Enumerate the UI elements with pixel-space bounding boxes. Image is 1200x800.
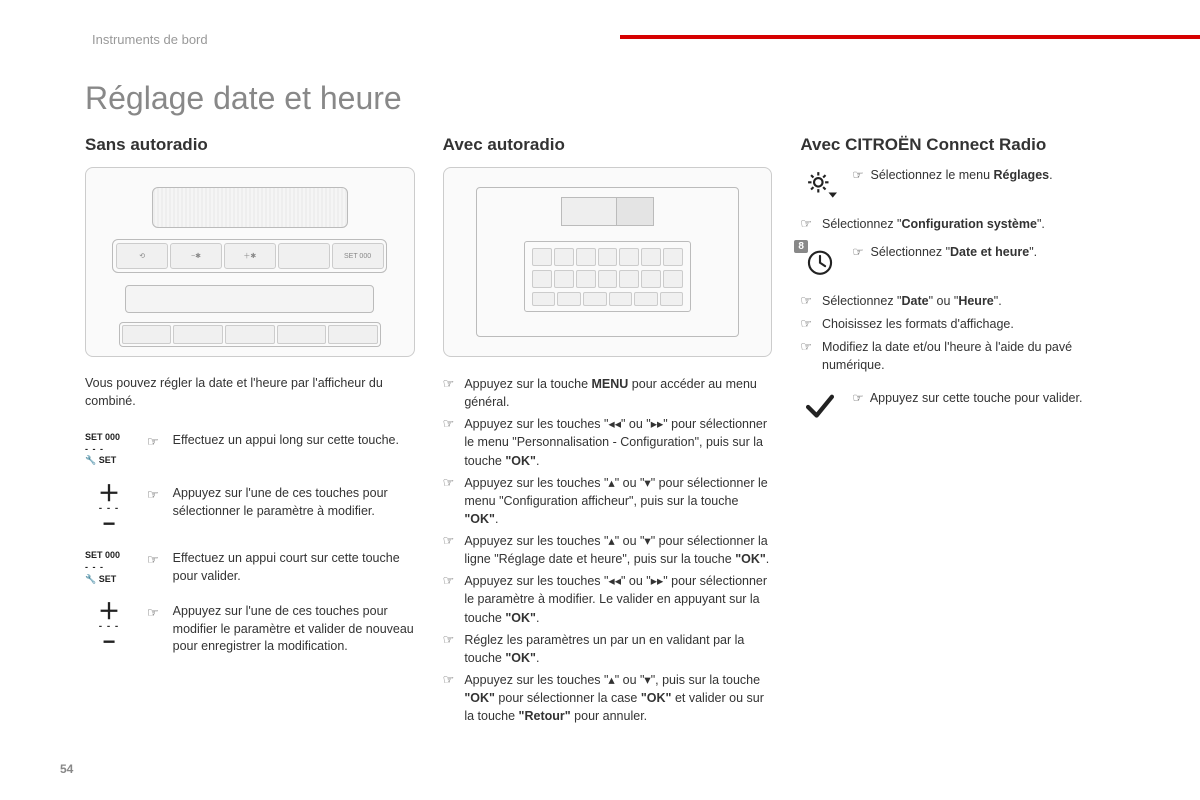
- col3-b2-1: ☞Sélectionnez "Date" ou "Heure".: [800, 292, 1130, 311]
- set-button-icon: SET 000 - - - 🔧 SET: [85, 550, 133, 585]
- page-number: 54: [60, 762, 73, 776]
- col-avec-autoradio: Avec autoradio ☞Appuyez sur la touche ME…: [443, 135, 773, 729]
- plus-minus-icon: ＋- - -−: [85, 485, 133, 532]
- col3-line2: ☞Sélectionnez "Configuration système".: [800, 215, 1130, 234]
- plus-minus-icon: ＋- - -−: [85, 603, 133, 650]
- header-accent-bar: [620, 35, 1200, 39]
- col3-gear-text: Sélectionnez le menu Réglages.: [871, 168, 1053, 182]
- breadcrumb: Instruments de bord: [92, 32, 208, 47]
- col1-item-1-text: Effectuez un appui long sur cette touche…: [173, 432, 415, 450]
- radio-illustration: [443, 167, 773, 357]
- check-icon: [800, 390, 840, 424]
- col2-bullet-5: ☞Appuyez sur les touches "◂◂" ou "▸▸" po…: [443, 572, 773, 626]
- col-sans-autoradio: Sans autoradio ⟲−✱＋✱SET 000 Vous pouvez …: [85, 135, 415, 729]
- col1-item-3: SET 000 - - - 🔧 SET ☞ Effectuez un appui…: [85, 550, 415, 585]
- col2-bullet-4: ☞Appuyez sur les touches "▴" ou "▾" pour…: [443, 532, 773, 568]
- col3-check-row: ☞ Appuyez sur cette touche pour valider.: [800, 390, 1130, 424]
- col1-item-1: SET 000 - - - 🔧 SET ☞ Effectuez un appui…: [85, 432, 415, 467]
- col1-intro: Vous pouvez régler la date et l'heure pa…: [85, 375, 415, 410]
- set-button-icon: SET 000 - - - 🔧 SET: [85, 432, 133, 467]
- col3-b2-3: ☞Modifiez la date et/ou l'heure à l'aide…: [800, 338, 1130, 374]
- col3-bullets2: ☞Sélectionnez "Date" ou "Heure". ☞Choisi…: [800, 292, 1130, 374]
- col3-clock-row: 8 ☞ Sélectionnez "Date et heure".: [800, 244, 1130, 278]
- col1-item-3-text: Effectuez un appui court sur cette touch…: [173, 550, 415, 585]
- col1-item-4: ＋- - -− ☞ Appuyez sur l'une de ces touch…: [85, 603, 415, 656]
- col2-bullet-6: ☞Réglez les paramètres un par un en vali…: [443, 631, 773, 667]
- pointer-icon: ☞: [147, 550, 159, 568]
- columns: Sans autoradio ⟲−✱＋✱SET 000 Vous pouvez …: [85, 135, 1130, 729]
- col1-item-2-text: Appuyez sur l'une de ces touches pour sé…: [173, 485, 415, 520]
- gear-icon: [800, 167, 840, 201]
- page-title: Réglage date et heure: [85, 80, 1130, 117]
- page-container: Réglage date et heure Sans autoradio ⟲−✱…: [85, 80, 1130, 750]
- col3-b2-2: ☞Choisissez les formats d'affichage.: [800, 315, 1130, 334]
- col2-bullet-2: ☞Appuyez sur les touches "◂◂" ou "▸▸" po…: [443, 415, 773, 469]
- col2-heading: Avec autoradio: [443, 135, 773, 155]
- col2-bullet-7: ☞Appuyez sur les touches "▴" ou "▾", pui…: [443, 671, 773, 725]
- col3-gear-row: ☞ Sélectionnez le menu Réglages.: [800, 167, 1130, 201]
- dashboard-illustration: ⟲−✱＋✱SET 000: [85, 167, 415, 357]
- col2-bullets: ☞Appuyez sur la touche MENU pour accéder…: [443, 375, 773, 725]
- col3-heading: Avec CITROËN Connect Radio: [800, 135, 1130, 155]
- pointer-icon: ☞: [147, 485, 159, 503]
- col2-bullet-3: ☞Appuyez sur les touches "▴" ou "▾" pour…: [443, 474, 773, 528]
- pointer-icon: ☞: [147, 432, 159, 450]
- col1-item-2: ＋- - -− ☞ Appuyez sur l'une de ces touch…: [85, 485, 415, 532]
- col3-clock-text: Sélectionnez "Date et heure".: [871, 245, 1038, 259]
- clock-icon: 8: [800, 244, 840, 278]
- col-citroen-connect: Avec CITROËN Connect Radio ☞ Sélectionne…: [800, 135, 1130, 729]
- col2-bullet-1: ☞Appuyez sur la touche MENU pour accéder…: [443, 375, 773, 411]
- pointer-icon: ☞: [147, 603, 159, 621]
- col1-heading: Sans autoradio: [85, 135, 415, 155]
- col1-item-4-text: Appuyez sur l'une de ces touches pour mo…: [173, 603, 415, 656]
- col3-check-text: Appuyez sur cette touche pour valider.: [870, 391, 1083, 405]
